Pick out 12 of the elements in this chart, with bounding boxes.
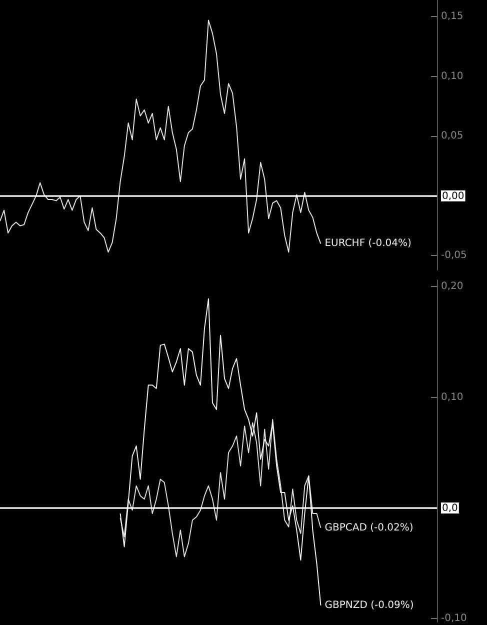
y-tick-label: -0,05 (441, 250, 467, 262)
y-tick-label: -0,10 (441, 613, 467, 624)
series-label: GBPCAD (-0.02%) (324, 522, 414, 534)
y-tick-label: 0,10 (441, 70, 464, 82)
series-label: GBPNZD (-0.09%) (324, 600, 414, 611)
y-tick-label: 0,00 (442, 190, 464, 202)
y-tick-label: 0,05 (441, 130, 464, 142)
y-tick-label: 0,10 (441, 392, 464, 403)
y-tick-label: 0,15 (441, 11, 464, 22)
series-label: EURCHF (-0.04%) (324, 238, 412, 250)
y-tick-label: 0,20 (441, 281, 464, 292)
y-tick-label: 0,0 (442, 503, 458, 514)
